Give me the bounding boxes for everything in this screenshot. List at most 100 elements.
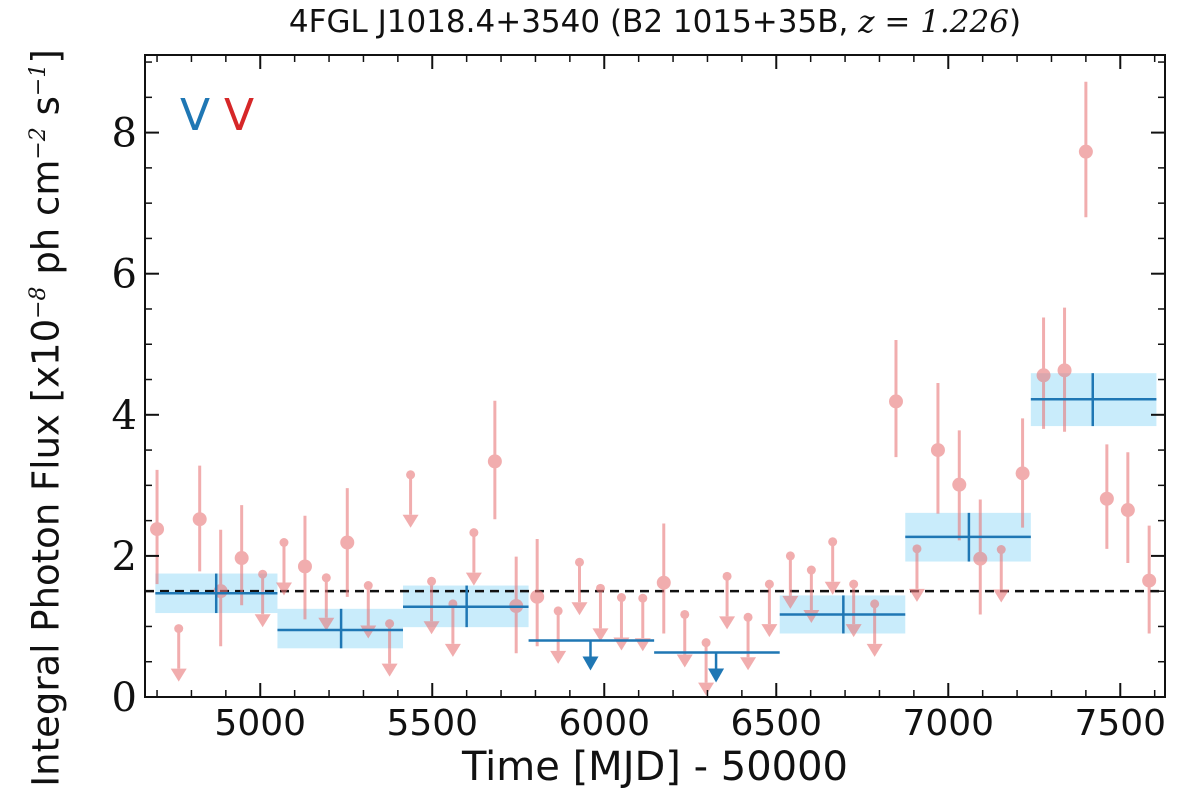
data-point	[592, 583, 609, 642]
point-marker	[530, 589, 545, 604]
data-point	[656, 523, 671, 634]
upper-limit-dot	[996, 545, 1006, 555]
upper-limit-dot	[553, 606, 563, 616]
upper-limit-arrow	[761, 624, 778, 638]
upper-limit-arrow	[423, 621, 440, 635]
data-point	[170, 624, 187, 682]
y-axis-label: Integral Photon Flux [x10−8 ph cm−2 s−1]	[25, 49, 68, 787]
chart-title: 4FGL J1018.4+3540 (B2 1015+35B, z = 1.22…	[145, 4, 1165, 40]
upper-limit-dot	[279, 537, 289, 547]
point-layer	[150, 81, 1157, 696]
data-point	[1078, 81, 1093, 218]
upper-limit-arrow	[571, 602, 588, 616]
upper-limit-dot	[680, 609, 690, 619]
upper-limit-arrow	[676, 654, 693, 668]
data-point	[423, 576, 440, 635]
upper-limit-arrow	[381, 663, 398, 677]
x-tick-label: 6000	[558, 703, 650, 744]
ylabel-pre: Integral Photon Flux [x10	[24, 318, 68, 787]
point-marker	[150, 522, 165, 537]
upper-limit-arrow	[866, 643, 883, 657]
data-point	[509, 556, 524, 654]
upper-limit-dot	[406, 470, 416, 480]
ylabel-mid: ph cm	[24, 159, 68, 287]
upper-limit-arrow	[782, 595, 799, 609]
upper-limit-arrow	[254, 614, 271, 628]
upper-limit-dot	[385, 619, 395, 629]
upper-limit-arrow	[698, 682, 715, 696]
y-tick-label: 0	[112, 675, 137, 721]
point-marker	[656, 575, 671, 590]
data-point	[487, 400, 502, 520]
upper-limit-arrow	[740, 657, 757, 671]
upper-limit-dot	[912, 544, 922, 554]
upper-limit-dot	[174, 624, 184, 634]
data-point	[740, 612, 757, 671]
data-point	[1036, 317, 1051, 429]
data-point	[150, 469, 165, 585]
data-point	[340, 488, 355, 597]
legend-mark: V	[224, 90, 254, 141]
y-tick-label: 6	[112, 252, 137, 298]
point-marker	[234, 551, 249, 566]
bin-upper-limit-arrow	[708, 668, 725, 683]
upper-limit-arrow	[170, 668, 187, 682]
upper-limit-dot	[363, 581, 373, 591]
data-point	[1015, 418, 1030, 528]
point-marker	[973, 551, 988, 566]
point-marker	[1099, 491, 1114, 506]
upper-limit-dot	[638, 593, 648, 603]
point-marker	[1142, 573, 1157, 588]
data-point	[297, 515, 312, 620]
upper-limit-arrow	[318, 617, 335, 631]
data-point	[845, 579, 862, 638]
upper-limit-arrow	[465, 572, 482, 586]
y-tick-label: 4	[112, 393, 137, 439]
upper-limit-dot	[258, 569, 268, 579]
upper-limit-arrow	[402, 514, 419, 528]
title-redshift: z = 1.226	[858, 4, 1009, 40]
data-point	[824, 537, 841, 595]
ylabel-exp-2: −2	[26, 127, 52, 160]
upper-limit-arrow	[845, 624, 862, 638]
upper-limit-dot	[469, 528, 479, 538]
upper-limit-dot	[321, 573, 331, 583]
upper-limit-dot	[574, 557, 584, 567]
data-point	[465, 528, 482, 586]
point-marker	[1015, 466, 1030, 481]
upper-limit-dot	[722, 571, 732, 581]
data-point	[993, 545, 1010, 603]
ylabel-exp-3: −1	[26, 63, 52, 97]
data-point	[930, 383, 945, 514]
point-marker	[487, 454, 502, 469]
data-point	[1057, 307, 1072, 432]
x-tick-label: 7000	[902, 703, 994, 744]
data-point	[530, 538, 545, 647]
bin-line-layer	[155, 373, 1157, 683]
data-point	[719, 571, 736, 630]
data-point	[402, 470, 419, 528]
upper-limit-dot	[870, 599, 880, 609]
ylabel-post: ]	[24, 49, 68, 64]
point-marker	[1120, 503, 1135, 518]
data-point	[952, 430, 967, 541]
upper-limit-arrow	[824, 581, 841, 595]
x-tick-label: 7500	[1074, 703, 1166, 744]
legend-mark: V	[180, 90, 210, 141]
upper-limit-arrow	[908, 588, 925, 602]
bin-upper-limit-arrow	[582, 656, 599, 671]
data-point	[973, 499, 988, 615]
upper-limit-dot	[743, 612, 753, 622]
data-point	[192, 465, 207, 572]
upper-limit-arrow	[444, 643, 461, 657]
upper-limit-arrow	[993, 589, 1010, 603]
upper-limit-dot	[701, 638, 711, 648]
data-point	[888, 340, 903, 458]
upper-limit-arrow	[550, 650, 567, 664]
point-marker	[297, 559, 312, 574]
data-point	[782, 551, 799, 609]
upper-limit-dot	[806, 565, 816, 575]
data-point	[676, 609, 693, 668]
x-tick-label: 6500	[730, 703, 822, 744]
